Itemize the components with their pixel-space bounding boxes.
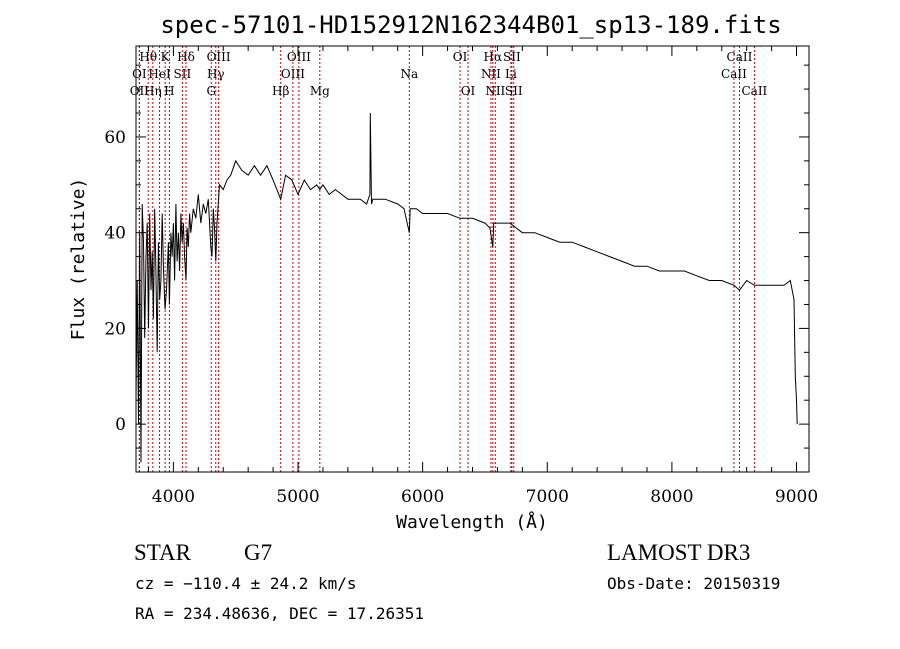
- y-axis-label: Flux (relative): [68, 178, 89, 341]
- plot-frame: [135, 45, 810, 473]
- spectral-line-label: Hγ: [207, 67, 225, 81]
- spectral-line-label: SII: [174, 67, 192, 81]
- spectral-line-label: NII: [485, 84, 505, 98]
- spectral-line-label: HeI: [148, 67, 171, 81]
- spectral-line-label: OI: [132, 67, 147, 81]
- y-tick-label: 20: [104, 319, 126, 339]
- spectral-line-label: OIII: [207, 50, 231, 64]
- y-tick-label: 60: [104, 128, 126, 148]
- spectral-line-label: OII: [130, 84, 150, 98]
- spectral-line-label: Hη: [144, 84, 162, 98]
- x-tick-label: 8000: [650, 487, 693, 507]
- x-tick-label: 6000: [401, 487, 444, 507]
- spectral-line-label: Hα: [484, 50, 503, 64]
- x-tick-label: 7000: [526, 487, 569, 507]
- y-tick-label: 40: [104, 224, 126, 244]
- spectral-line-label: K: [161, 50, 171, 64]
- spectral-line-label: Hθ: [139, 50, 157, 64]
- object-class: STAR: [134, 540, 191, 565]
- spectral-line-markers: [138, 46, 755, 472]
- spectral-line-label: Na: [400, 67, 418, 81]
- spectral-line-label: Hδ: [177, 50, 195, 64]
- flux-series-line: [135, 112, 798, 463]
- spectral-line-label: SII: [503, 50, 521, 64]
- plot-area: [135, 112, 798, 463]
- spectral-line-label: OI: [461, 84, 476, 98]
- spectral-line-label: NII: [481, 67, 501, 81]
- spectral-line-label: CaII: [741, 84, 767, 98]
- spectral-line-label: CaII: [721, 67, 747, 81]
- chart-title: spec-57101-HD152912N162344B01_sp13-189.f…: [160, 11, 781, 39]
- survey-release: LAMOST DR3: [607, 540, 751, 565]
- spectral-line-label: Mg: [310, 84, 330, 98]
- redshift-velocity: cz = −110.4 ± 24.2 km/s: [135, 574, 357, 593]
- spectral-line-label: Hβ: [272, 84, 289, 98]
- spectral-line-label: Li: [505, 67, 517, 81]
- y-tick-label: 0: [115, 415, 126, 435]
- x-tick-label: 9000: [775, 487, 818, 507]
- spectral-line-label: OI: [453, 50, 468, 64]
- x-tick-label: 4000: [152, 487, 195, 507]
- spectral-line-label: G: [206, 84, 216, 98]
- spectral-line-label: H: [164, 84, 174, 98]
- sky-coordinates: RA = 234.48636, DEC = 17.26351: [135, 604, 424, 623]
- observation-date: Obs-Date: 20150319: [607, 574, 781, 593]
- x-axis-label: Wavelength (Å): [396, 511, 548, 533]
- x-tick-label: 5000: [276, 487, 319, 507]
- spectral-line-label: OIII: [287, 50, 311, 64]
- spectral-line-labels: OIIOIHθHηHeIKHSIIHδGHγOIIIHβOIIIOIIIMgNa…: [130, 50, 768, 98]
- axis-ticks: 4000 5000 6000 7000 8000 9000 0 20 40 60: [104, 46, 818, 507]
- spectral-line-label: CaII: [727, 50, 753, 64]
- spectral-subclass: G7: [244, 540, 273, 565]
- spectral-line-label: OIII: [281, 67, 305, 81]
- spectral-line-label: SII: [505, 84, 523, 98]
